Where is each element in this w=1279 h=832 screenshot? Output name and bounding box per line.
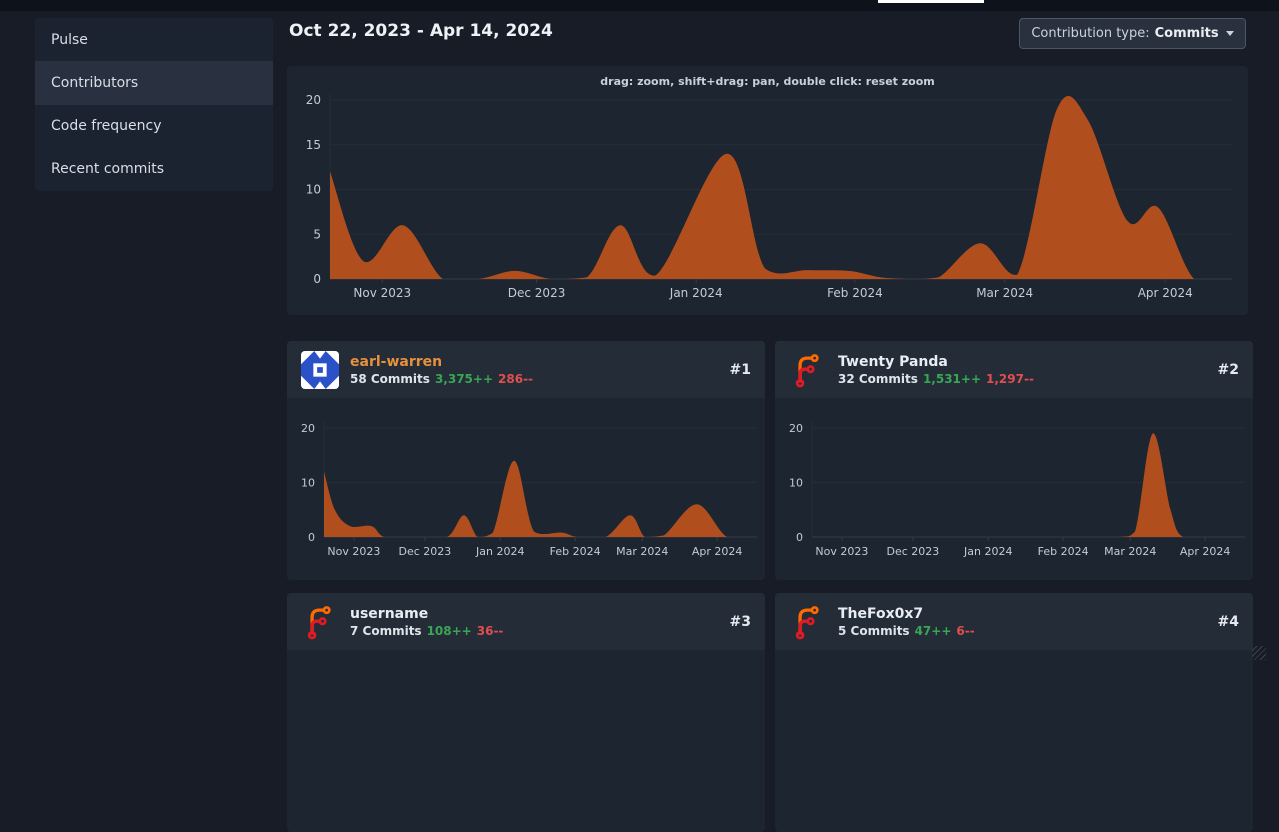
deletions-count: 286-- (498, 371, 534, 386)
deletions-count: 36-- (476, 623, 504, 638)
svg-text:Jan 2024: Jan 2024 (669, 286, 723, 300)
contributor-stats: 58 Commits 3,375++ 286-- (350, 372, 533, 386)
contribution-type-dropdown[interactable]: Contribution type: Commits (1019, 18, 1246, 49)
sidebar-item-pulse[interactable]: Pulse (51, 31, 88, 48)
deletions-count: 6-- (956, 623, 975, 638)
additions-count: 1,531++ (922, 371, 982, 386)
svg-text:0: 0 (796, 531, 803, 544)
identicon-icon (301, 350, 339, 389)
rank-badge: #2 (1217, 361, 1239, 378)
contributor-name[interactable]: earl-warren (350, 353, 443, 370)
contributor-card-header: TheFox0x7 5 Commits 47++ 6-- #4 (775, 593, 1253, 650)
dropdown-value: Commits (1154, 26, 1219, 41)
svg-text:Nov 2023: Nov 2023 (815, 545, 868, 558)
svg-text:10: 10 (306, 183, 321, 197)
rank-badge: #4 (1217, 613, 1239, 630)
contributor-stats: 32 Commits 1,531++ 1,297-- (838, 372, 1034, 386)
dropdown-label: Contribution type: (1031, 26, 1150, 41)
resize-grip-icon[interactable] (1252, 646, 1266, 660)
svg-text:Feb 2024: Feb 2024 (550, 545, 601, 558)
contributor-chart[interactable]: 0 10 20 Nov 2023 Dec 2023 Jan 2024 Feb 2024 Mar… (775, 398, 1253, 580)
additions-count: 3,375++ (434, 371, 494, 386)
contributor-card-header: username 7 Commits 108++ 36-- #3 (287, 593, 765, 650)
forgejo-logo-icon (795, 605, 819, 639)
deletions-count: 1,297-- (986, 371, 1034, 386)
sidebar-item-contributors[interactable]: Contributors (35, 61, 273, 105)
svg-text:Nov 2023: Nov 2023 (353, 286, 411, 300)
main-chart-panel: drag: zoom, shift+drag: pan, double clic… (287, 66, 1248, 315)
svg-text:20: 20 (789, 422, 803, 435)
additions-count: 47++ (914, 623, 952, 638)
forgejo-logo-icon (307, 605, 331, 639)
commits-count: 58 Commits (350, 371, 430, 386)
contributor-card: Twenty Panda 32 Commits 1,531++ 1,297-- … (775, 341, 1253, 580)
contributor-card-header: Twenty Panda 32 Commits 1,531++ 1,297-- … (775, 341, 1253, 398)
svg-text:Mar 2024: Mar 2024 (616, 545, 668, 558)
svg-text:Jan 2024: Jan 2024 (475, 545, 524, 558)
svg-text:20: 20 (301, 422, 315, 435)
svg-text:Apr 2024: Apr 2024 (692, 545, 743, 558)
commits-count: 5 Commits (838, 623, 910, 638)
active-tab-underline (878, 0, 984, 3)
sidebar-item-recent-commits[interactable]: Recent commits (51, 161, 165, 178)
forgejo-logo-avatar[interactable] (789, 603, 827, 641)
svg-text:Dec 2023: Dec 2023 (398, 545, 451, 558)
contributor-card: earl-warren 58 Commits 3,375++ 286-- #1 … (287, 341, 765, 580)
svg-text:20: 20 (306, 93, 321, 107)
svg-text:Apr 2024: Apr 2024 (1138, 286, 1193, 300)
contributor-name[interactable]: TheFox0x7 (838, 605, 924, 622)
forgejo-logo-avatar[interactable] (789, 351, 827, 389)
svg-text:0: 0 (313, 272, 321, 286)
contributor-chart[interactable]: 0 10 20 Nov 2023 Dec 2023 Jan 2024 Feb 2024 Mar… (287, 398, 765, 580)
rank-badge: #3 (729, 613, 751, 630)
contributor-card: username 7 Commits 108++ 36-- #3 (287, 593, 765, 832)
forgejo-logo-avatar[interactable] (301, 603, 339, 641)
chart-zoom-hint: drag: zoom, shift+drag: pan, double clic… (600, 75, 935, 88)
svg-text:10: 10 (789, 477, 803, 490)
rank-badge: #1 (729, 361, 751, 378)
additions-count: 108++ (426, 623, 472, 638)
svg-text:Apr 2024: Apr 2024 (1180, 545, 1231, 558)
svg-text:Feb 2024: Feb 2024 (1038, 545, 1089, 558)
contributor-stats: 5 Commits 47++ 6-- (838, 624, 975, 638)
svg-text:Jan 2024: Jan 2024 (963, 545, 1012, 558)
forgejo-logo-icon (795, 353, 819, 387)
svg-text:5: 5 (313, 227, 321, 241)
commits-count: 7 Commits (350, 623, 422, 638)
contributor-card: TheFox0x7 5 Commits 47++ 6-- #4 (775, 593, 1253, 832)
svg-text:Mar 2024: Mar 2024 (1104, 545, 1156, 558)
svg-text:0: 0 (308, 531, 315, 544)
commits-count: 32 Commits (838, 371, 918, 386)
svg-text:Nov 2023: Nov 2023 (327, 545, 380, 558)
main-contributions-chart[interactable]: 0 5 10 15 20 Nov 2023 Dec 2023 Jan 2024 Feb 2024… (287, 66, 1248, 315)
svg-text:Feb 2024: Feb 2024 (827, 286, 883, 300)
top-navbar (0, 0, 1279, 11)
contributor-card-header: earl-warren 58 Commits 3,375++ 286-- #1 (287, 341, 765, 398)
svg-text:Mar 2024: Mar 2024 (976, 286, 1033, 300)
date-range-title: Oct 22, 2023 - Apr 14, 2024 (289, 21, 553, 41)
contributor-stats: 7 Commits 108++ 36-- (350, 624, 503, 638)
sidebar-item-code-frequency[interactable]: Code frequency (51, 118, 162, 135)
activity-sidebar: Pulse Contributors Code frequency Recent… (35, 18, 273, 191)
identicon-avatar[interactable] (301, 350, 339, 389)
svg-text:15: 15 (306, 138, 321, 152)
dropdown-caret-icon (1225, 31, 1234, 36)
svg-text:10: 10 (301, 477, 315, 490)
svg-text:Dec 2023: Dec 2023 (886, 545, 939, 558)
svg-text:Dec 2023: Dec 2023 (508, 286, 566, 300)
contributor-name[interactable]: username (350, 605, 429, 622)
contributor-name[interactable]: Twenty Panda (838, 353, 948, 370)
